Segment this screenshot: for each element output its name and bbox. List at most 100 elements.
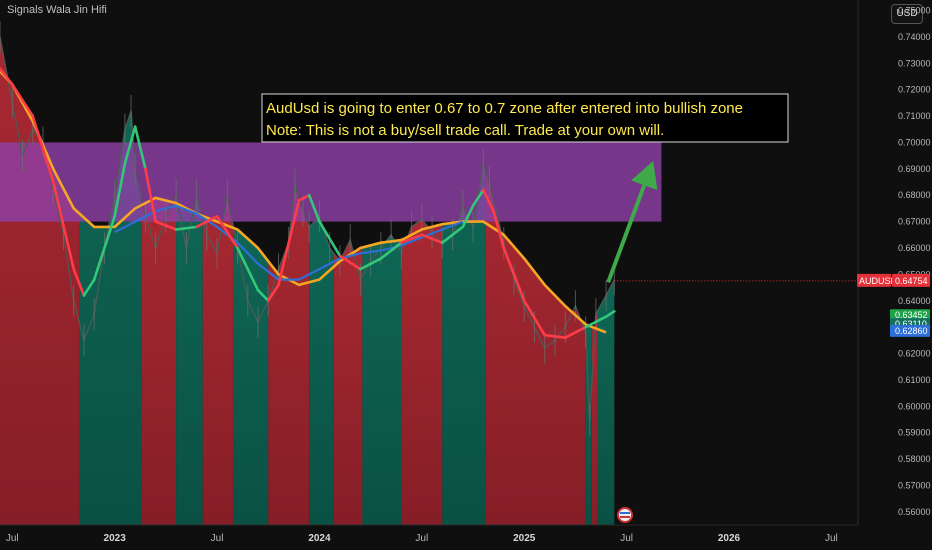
x-tick-label: Jul	[6, 533, 19, 544]
fast-ma-segment	[256, 288, 270, 303]
x-axis: Jul 2023 Jul 2024 Jul 2025 Jul 2026 Jul	[6, 533, 838, 544]
mid-ma-line	[114, 204, 464, 281]
fast-ma-segment	[563, 325, 587, 339]
fast-ma-segment	[594, 315, 608, 324]
regime-fill-bearish	[333, 241, 363, 525]
fast-ma-segment	[400, 233, 424, 245]
chart-brand: Signals Wala Jin Hifi	[7, 4, 107, 16]
regime-fill-bearish	[485, 169, 586, 525]
ma-value-label: 0.62860	[895, 326, 928, 336]
y-tick-label: 0.74000	[898, 32, 931, 42]
y-tick-label: 0.72000	[898, 85, 931, 95]
y-tick-label: 0.73000	[898, 58, 931, 68]
regime-fill-bullish	[309, 216, 334, 525]
fast-ma-segment	[604, 310, 616, 318]
target-arrow	[606, 184, 647, 283]
annotation-box: AudUsd is going to enter 0.67 to 0.7 zon…	[261, 93, 789, 143]
fast-ma-segment	[0, 67, 14, 86]
fast-ma-segment	[461, 204, 475, 229]
fast-ma-segment	[82, 278, 96, 297]
fast-ma-segment	[584, 320, 598, 329]
x-tick-label: 2023	[104, 533, 127, 544]
y-tick-label: 0.75000	[898, 6, 931, 16]
symbol-badge-label: AUDUSD	[859, 276, 898, 286]
ma-value-label: 0.63110	[895, 319, 927, 329]
regime-fill-bearish	[141, 195, 177, 525]
slow-ma-line	[0, 70, 607, 334]
annotation-line-1: AudUsd is going to enter 0.67 to 0.7 zon…	[266, 100, 743, 117]
y-tick-label: 0.67000	[898, 217, 931, 227]
y-tick-label: 0.70000	[898, 137, 931, 147]
last-price-badge	[892, 273, 930, 287]
fast-ma-segment	[338, 254, 362, 271]
fast-ma-segment	[31, 114, 55, 184]
fast-ma-segment	[307, 193, 321, 223]
y-tick-label: 0.68000	[898, 190, 931, 200]
regime-fill-bullish	[176, 195, 203, 525]
target-arrow-head	[631, 160, 658, 191]
y-tick-label: 0.69000	[898, 164, 931, 174]
regime-fill-bearish	[202, 196, 234, 525]
fast-ma-segment	[174, 225, 198, 231]
fast-ma-segment	[297, 193, 311, 202]
y-tick-label: 0.60000	[898, 401, 931, 411]
fast-ma-segment	[502, 246, 526, 303]
y-tick-label: 0.71000	[898, 111, 931, 121]
x-tick-label: Jul	[825, 533, 838, 544]
regime-fill-bullish	[597, 279, 615, 525]
fast-ma-segment	[72, 267, 86, 297]
y-tick-label: 0.59000	[898, 428, 931, 438]
last-price-value: 0.64754	[895, 276, 928, 286]
fast-ma-segment	[441, 225, 465, 245]
fast-ma-segment	[318, 220, 342, 258]
ma-value-badge	[890, 309, 930, 322]
flag-icon[interactable]	[617, 507, 633, 523]
regime-fill-bearish	[401, 219, 443, 525]
fast-ma-segment	[236, 246, 260, 292]
ma-value-label: 0.63452	[895, 310, 928, 320]
y-tick-label: 0.64000	[898, 296, 931, 306]
x-tick-label: Jul	[620, 533, 633, 544]
symbol-badge	[857, 273, 891, 287]
fast-ma-segment	[481, 188, 495, 213]
regime-fill-bullish	[233, 226, 269, 525]
fast-ma-segment	[287, 199, 301, 245]
y-axis: 0.75000 0.74000 0.73000 0.72000 0.71000 0.700…	[898, 6, 931, 517]
fast-ma-segment	[154, 220, 178, 231]
y-tick-label: 0.66000	[898, 243, 931, 253]
y-tick-label: 0.62000	[898, 349, 931, 359]
x-tick-label: Jul	[415, 533, 428, 544]
x-tick-label: 2024	[308, 533, 331, 544]
fast-ma-segment	[266, 283, 280, 303]
annotation-line-2: Note: This is not a buy/sell trade call.…	[266, 122, 664, 139]
currency-button[interactable]: USD	[891, 4, 923, 24]
fast-ma-segment	[471, 188, 485, 208]
fast-ma-segment	[123, 125, 137, 165]
fast-ma-segment	[195, 215, 219, 229]
fast-ma-segment	[215, 215, 239, 250]
fast-ma-segment	[492, 209, 506, 250]
y-tick-label: 0.57000	[898, 480, 931, 490]
target-zone	[0, 142, 662, 222]
x-tick-label: Jul	[211, 533, 224, 544]
fast-ma-segment	[420, 233, 444, 245]
fast-ma-segment	[144, 167, 157, 223]
y-tick-label: 0.56000	[898, 507, 931, 517]
price-line	[0, 36, 615, 420]
y-tick-label: 0.61000	[898, 375, 931, 385]
regime-fill-bullish	[362, 235, 402, 525]
fast-ma-segment	[113, 162, 127, 218]
fast-ma-segment	[543, 333, 567, 339]
fast-ma-segment	[277, 241, 291, 287]
fast-ma-segment	[359, 257, 383, 271]
x-tick-label: 2025	[513, 533, 536, 544]
fast-ma-segment	[51, 180, 76, 271]
ma-value-badge	[890, 324, 930, 337]
fast-ma-segment	[522, 299, 546, 337]
y-tick-label: 0.58000	[898, 454, 931, 464]
fast-ma-segment	[10, 83, 35, 118]
x-tick-label: 2026	[718, 533, 741, 544]
fast-ma-segment	[133, 125, 147, 171]
fast-ma-segment	[379, 241, 403, 260]
